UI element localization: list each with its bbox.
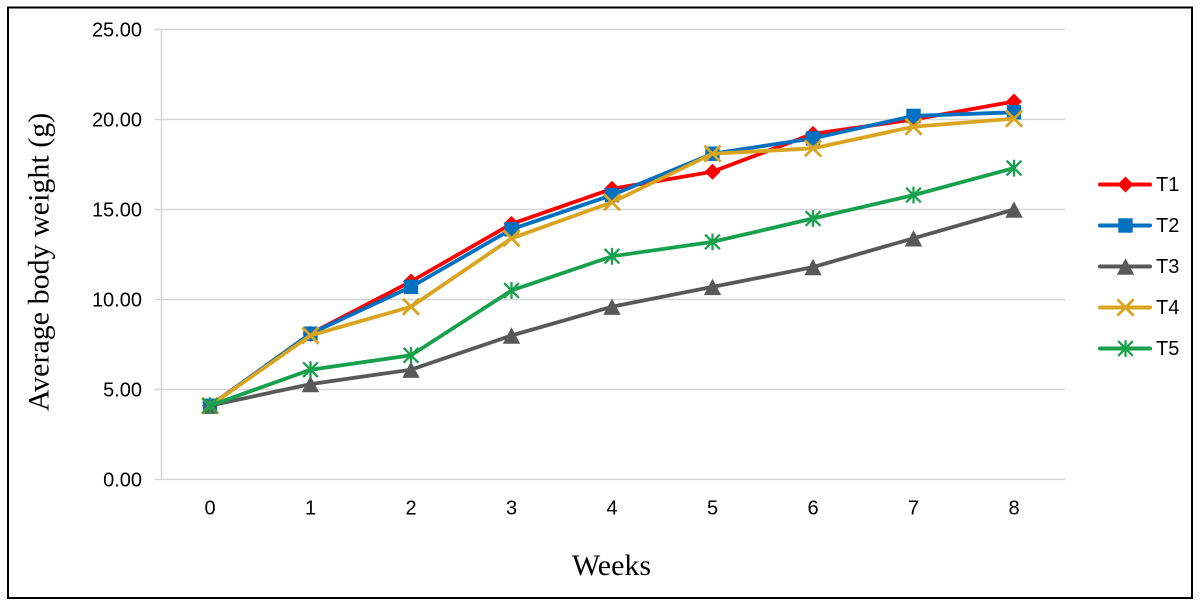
svg-text:1: 1 — [305, 498, 316, 520]
svg-text:15.00: 15.00 — [92, 200, 142, 222]
svg-text:Average body weight (g): Average body weight (g) — [22, 113, 55, 412]
svg-text:T4: T4 — [1156, 297, 1179, 319]
svg-text:5: 5 — [707, 498, 718, 520]
svg-text:T1: T1 — [1156, 174, 1179, 196]
svg-text:Weeks: Weeks — [572, 549, 651, 582]
svg-text:0.00: 0.00 — [103, 470, 142, 492]
svg-text:7: 7 — [908, 498, 919, 520]
svg-text:10.00: 10.00 — [92, 290, 142, 312]
svg-text:T2: T2 — [1156, 215, 1179, 237]
svg-text:3: 3 — [506, 498, 517, 520]
svg-text:6: 6 — [807, 498, 818, 520]
svg-text:2: 2 — [405, 498, 416, 520]
svg-text:25.00: 25.00 — [92, 20, 142, 42]
svg-text:0: 0 — [204, 498, 215, 520]
svg-text:5.00: 5.00 — [103, 380, 142, 402]
svg-text:4: 4 — [606, 498, 617, 520]
svg-text:8: 8 — [1008, 498, 1019, 520]
svg-text:T3: T3 — [1156, 256, 1179, 278]
svg-text:20.00: 20.00 — [92, 110, 142, 132]
svg-text:T5: T5 — [1156, 338, 1179, 360]
